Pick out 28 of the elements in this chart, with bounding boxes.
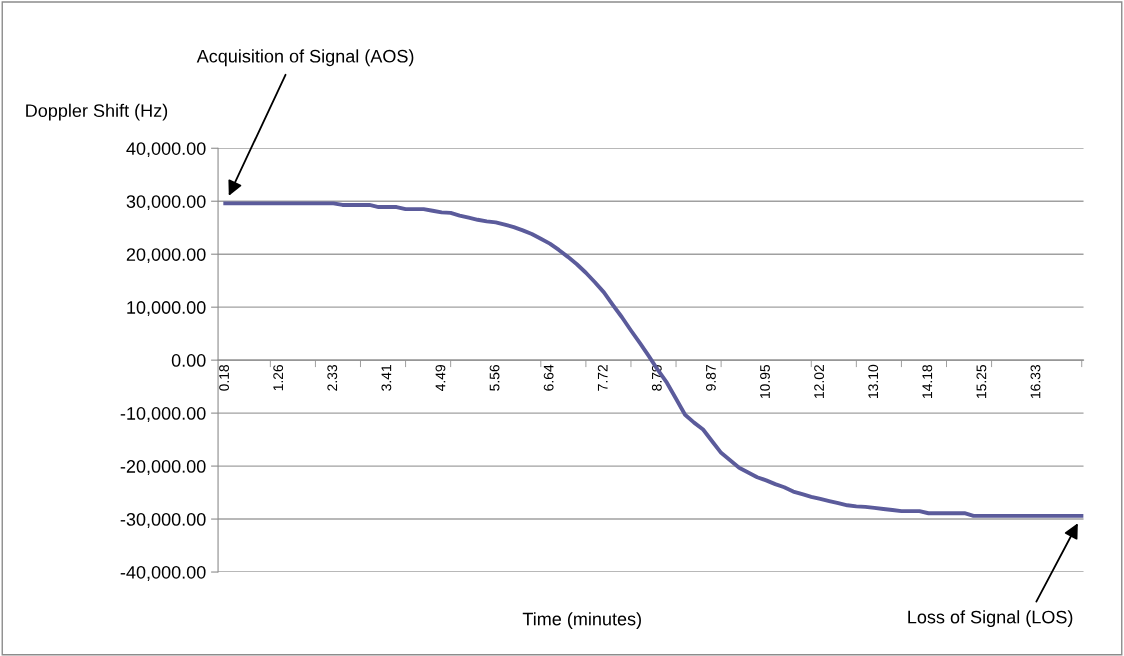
- x-tick-label: 1.26: [273, 364, 284, 391]
- y-tick-label: -20,000.00: [120, 460, 206, 475]
- x-tick-label: 9.87: [705, 365, 716, 391]
- x-tick-label: 10.95: [760, 364, 770, 398]
- x-tick-label: 4.49: [435, 364, 446, 392]
- x-axis-title: Time (minutes): [522, 612, 641, 629]
- x-tick-label: 16.33: [1030, 364, 1041, 398]
- y-tick-label: 10,000.00: [127, 301, 206, 317]
- x-tick-label: 7.72: [597, 365, 608, 391]
- x-tick-label: 6.64: [543, 364, 554, 391]
- y-tick-label: 0.00: [171, 354, 206, 367]
- x-tick-label: 12.02: [814, 365, 825, 398]
- text: Acquisition of Signal (AOS): [196, 49, 414, 67]
- y-tick-label: 20,000.00: [126, 248, 206, 264]
- y-tick-label: 30,000.00: [126, 195, 206, 211]
- x-tick-label: 15.25: [976, 364, 987, 398]
- y-tick-label: -10,000.00: [120, 407, 206, 422]
- x-tick-label: 5.56: [489, 364, 500, 391]
- x-tick-label: 2.33: [327, 364, 338, 391]
- y-tick-label: -30,000.00: [120, 512, 206, 528]
- y-axis-title: Doppler Shift (Hz): [26, 103, 168, 121]
- x-tick-label: 0.18: [219, 364, 229, 391]
- y-tick-label: 40,000.00: [126, 142, 206, 158]
- x-tick-label: 13.10: [868, 364, 879, 398]
- y-tick-label: -40,000.00: [120, 565, 206, 581]
- x-tick-label: 3.41: [381, 364, 392, 391]
- x-tick-label: 14.18: [922, 364, 933, 398]
- text: Loss of Signal (LOS): [908, 610, 1073, 628]
